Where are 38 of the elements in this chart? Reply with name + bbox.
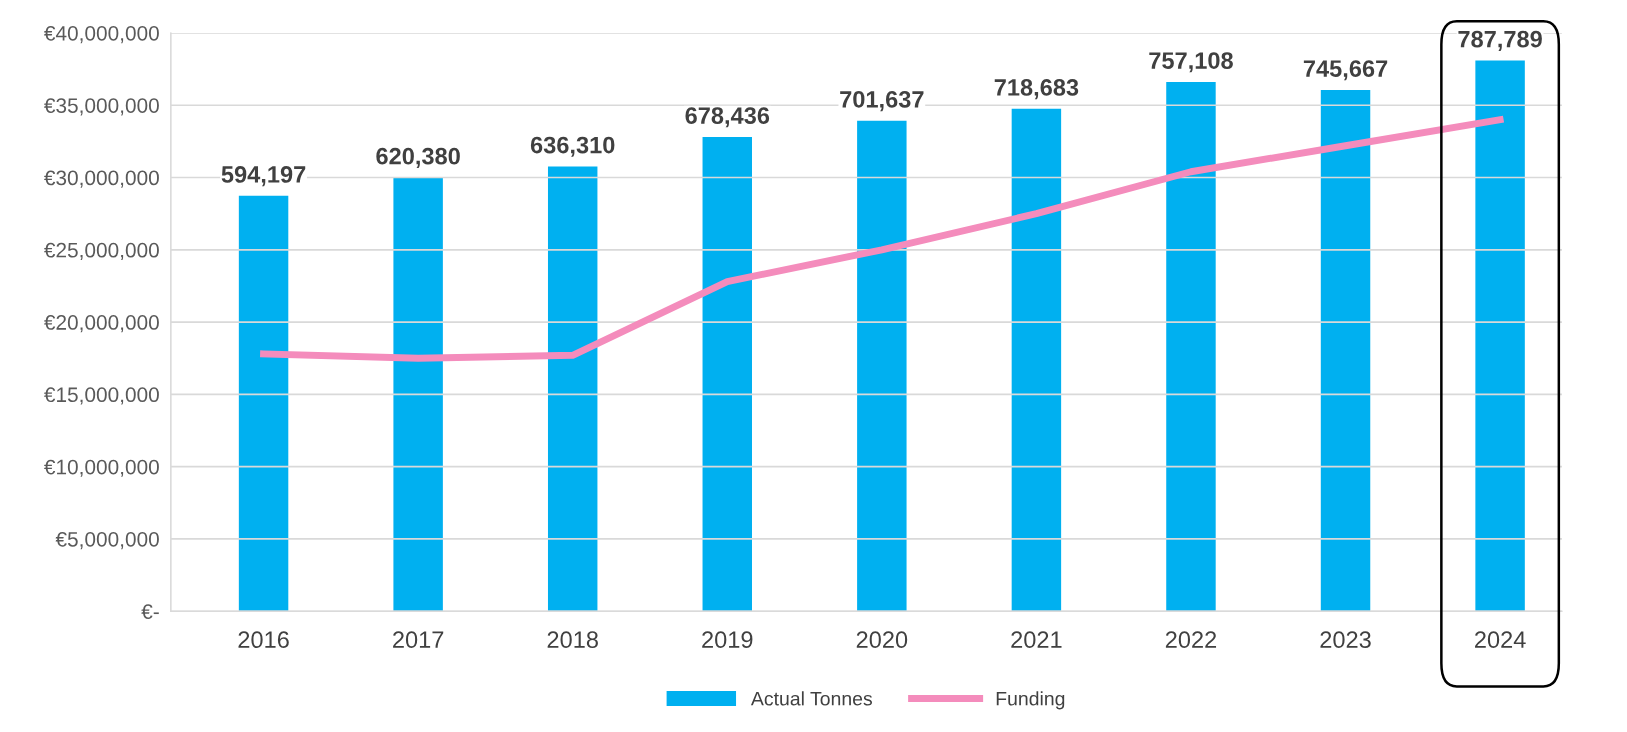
bar xyxy=(1475,60,1525,612)
data-label: 787,789 xyxy=(1458,30,1542,51)
y-tick-label: €40,000,000 xyxy=(44,25,159,44)
x-tick-label: 2021 xyxy=(1011,631,1062,649)
bar xyxy=(547,166,598,612)
x-tick-label: 2023 xyxy=(1320,631,1371,649)
data-label: 718,683 xyxy=(994,79,1079,100)
x-tick-label: 2024 xyxy=(1475,631,1526,649)
bar xyxy=(1320,89,1371,612)
bar xyxy=(702,136,752,612)
legend-label: Actual Tonnes xyxy=(750,691,872,706)
bar xyxy=(857,120,907,612)
data-label: 678,436 xyxy=(685,107,770,128)
y-tick-label: €25,000,000 xyxy=(44,242,159,261)
data-label: 757,108 xyxy=(1149,52,1233,73)
x-tick-label: 2017 xyxy=(393,631,444,649)
y-tick-label: €20,000,000 xyxy=(44,315,159,333)
x-tick-label: 2019 xyxy=(702,631,753,649)
y-tick-label: €35,000,000 xyxy=(44,98,159,116)
data-label: 636,310 xyxy=(530,136,615,157)
y-tick-label: €- xyxy=(141,604,159,619)
y-tick-label: €10,000,000 xyxy=(44,459,159,477)
x-tick-label: 2016 xyxy=(238,631,289,649)
x-tick-label: 2018 xyxy=(547,631,598,649)
bar xyxy=(1166,81,1216,612)
bar xyxy=(393,177,443,612)
x-tick-label: 2022 xyxy=(1165,631,1217,649)
data-label: 620,380 xyxy=(376,147,460,168)
bar xyxy=(1011,108,1062,612)
y-tick-label: €15,000,000 xyxy=(44,387,159,405)
y-tick-label: €5,000,000 xyxy=(55,531,159,550)
data-label: 701,637 xyxy=(840,90,924,112)
legend-label: Funding xyxy=(996,691,1065,710)
bar xyxy=(238,195,289,612)
data-label: 745,667 xyxy=(1303,60,1388,81)
x-tick-label: 2020 xyxy=(856,631,908,649)
y-tick-label: €30,000,000 xyxy=(44,170,159,188)
data-label: 594,197 xyxy=(221,166,306,187)
